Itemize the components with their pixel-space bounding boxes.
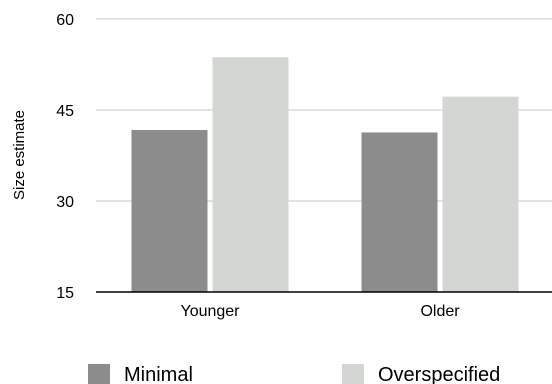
- y-tick-label-60: 60: [56, 12, 74, 29]
- legend-swatch-minimal: [88, 364, 110, 384]
- y-tick-label-15: 15: [56, 285, 74, 302]
- bar-younger-overspecified: [212, 57, 289, 292]
- bar-younger-minimal: [131, 130, 208, 292]
- x-tick-label-older: Older: [420, 303, 460, 320]
- x-tick-labels: Younger Older: [180, 303, 460, 320]
- y-tick-label-30: 30: [56, 194, 74, 211]
- bar-older-overspecified: [442, 96, 519, 292]
- x-tick-label-younger: Younger: [180, 303, 240, 320]
- y-tick-label-45: 45: [56, 103, 74, 120]
- legend: Minimal Overspecified: [88, 364, 500, 384]
- y-axis-label: Size estimate: [11, 110, 28, 200]
- bars: [96, 57, 552, 293]
- bar-older-minimal: [361, 132, 438, 292]
- legend-swatch-overspecified: [342, 364, 364, 384]
- legend-label-minimal: Minimal: [124, 364, 193, 384]
- legend-label-overspecified: Overspecified: [378, 364, 500, 384]
- y-tick-labels: 15 30 45 60: [56, 12, 74, 302]
